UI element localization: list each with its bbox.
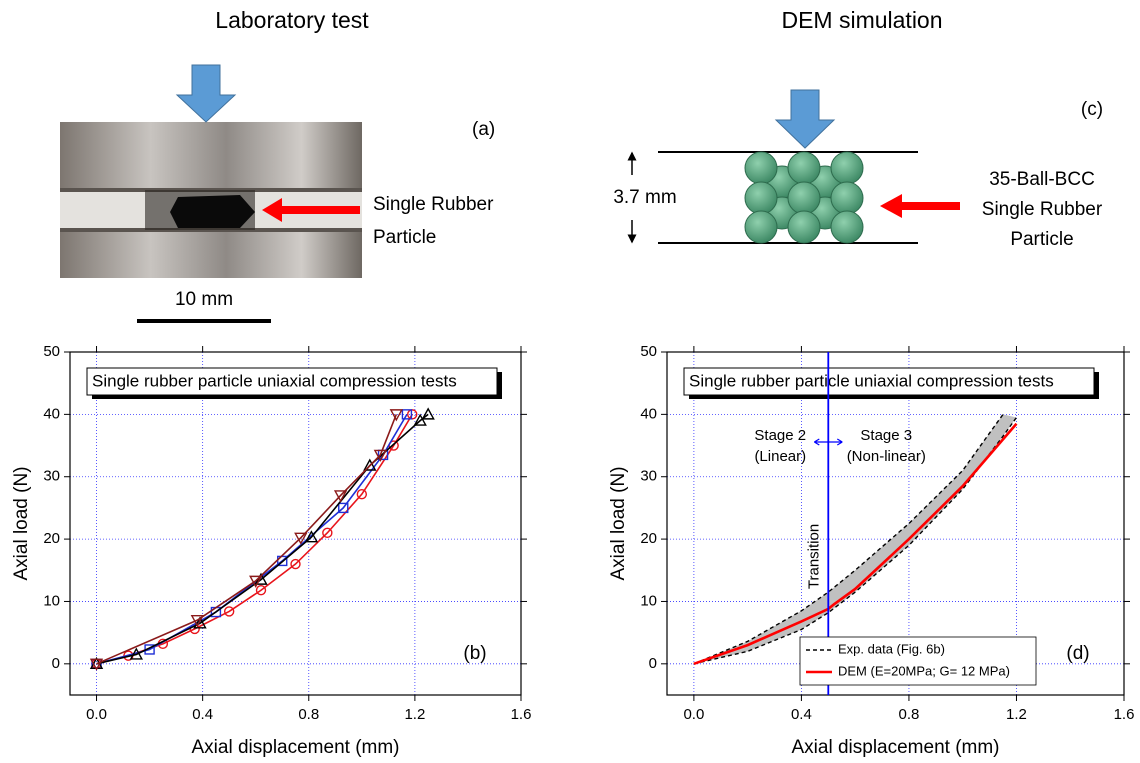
y-tick-label: 50 bbox=[43, 343, 60, 360]
load-arrow bbox=[774, 89, 836, 149]
marker bbox=[373, 449, 388, 462]
chart: 0.0 0.4 0.8 1.2 1.6 0 10 20 30 40 50 Axial displace… bbox=[11, 343, 531, 758]
x-tick-label: 1.6 bbox=[511, 706, 532, 723]
marker bbox=[129, 647, 144, 660]
x-tick-label: 1.2 bbox=[1006, 706, 1027, 723]
legend-label: DEM (E=20MPa; G= 12 MPa) bbox=[838, 663, 1010, 678]
stage-label: (Linear) bbox=[754, 448, 806, 465]
y-tick-label: 20 bbox=[640, 530, 657, 547]
chart: 0.0 0.4 0.8 1.2 1.6 0 10 20 30 40 50 Axial displace… bbox=[608, 343, 1134, 758]
series-line bbox=[693, 422, 1018, 666]
y-tick-label: 10 bbox=[640, 592, 657, 609]
marker bbox=[193, 616, 207, 629]
annotation-box bbox=[86, 367, 498, 396]
marker bbox=[401, 409, 413, 420]
y-tick-label: 0 bbox=[52, 655, 60, 672]
marker bbox=[356, 488, 368, 500]
x-tick-label: 0.8 bbox=[298, 706, 319, 723]
ball bbox=[787, 151, 821, 185]
marker bbox=[294, 532, 308, 545]
series-line bbox=[96, 413, 429, 665]
panel-label: (c) bbox=[1081, 99, 1103, 120]
stage-label: Stage 2 bbox=[754, 427, 806, 444]
marker bbox=[407, 409, 418, 420]
rubber-particle bbox=[170, 195, 255, 228]
legend-label: Exp. data (Fig. 6b) bbox=[838, 641, 945, 656]
x-tick-label: 0.4 bbox=[192, 706, 213, 723]
panel-label: (d) bbox=[1066, 643, 1089, 664]
marker bbox=[190, 614, 205, 628]
y-axis-label: Axial load (N) bbox=[608, 466, 629, 580]
ball bbox=[787, 210, 821, 244]
y-tick-label: 50 bbox=[640, 343, 657, 360]
marker bbox=[363, 458, 377, 471]
marker bbox=[413, 413, 427, 426]
annotation: Particle bbox=[373, 227, 436, 248]
plot-frame bbox=[666, 351, 1125, 696]
ball-assembly bbox=[744, 151, 864, 244]
x-tick-label: 0.8 bbox=[899, 706, 920, 723]
marker bbox=[255, 585, 267, 596]
marker bbox=[223, 606, 235, 617]
annotation-box bbox=[683, 367, 1095, 396]
stage-label: Stage 3 bbox=[860, 427, 912, 444]
annotation-text: Single rubber particle uniaxial compress… bbox=[92, 371, 457, 390]
ball bbox=[744, 151, 778, 185]
x-tick-label: 0.0 bbox=[86, 706, 107, 723]
y-tick-label: 0 bbox=[649, 655, 657, 672]
series-line bbox=[693, 413, 1004, 665]
x-axis-label: Axial displacement (mm) bbox=[192, 737, 400, 758]
x-tick-label: 0.0 bbox=[683, 706, 704, 723]
load-arrow bbox=[175, 64, 237, 123]
pointer-arrow bbox=[880, 194, 960, 218]
y-axis-label: Axial load (N) bbox=[11, 466, 32, 580]
x-tick-label: 1.6 bbox=[1114, 706, 1135, 723]
stage-arrow bbox=[813, 438, 843, 446]
series-line bbox=[96, 414, 398, 665]
panel-title: Laboratory test bbox=[215, 7, 369, 33]
y-tick-label: 30 bbox=[43, 468, 60, 485]
ball bbox=[830, 181, 864, 215]
y-tick-label: 30 bbox=[640, 468, 657, 485]
panel-label: (a) bbox=[472, 119, 495, 140]
stage-label: (Non-linear) bbox=[847, 448, 926, 465]
x-tick-label: 1.2 bbox=[404, 706, 425, 723]
marker bbox=[322, 527, 333, 539]
y-tick-label: 10 bbox=[43, 592, 60, 609]
plot-frame bbox=[69, 351, 522, 696]
y-tick-label: 20 bbox=[43, 530, 60, 547]
legend-box bbox=[799, 636, 1037, 686]
annotation: Single Rubber bbox=[982, 199, 1103, 220]
series-line bbox=[96, 413, 408, 665]
scale-label: 10 mm bbox=[175, 289, 233, 310]
annotation: Particle bbox=[1010, 229, 1073, 250]
panel-title: DEM simulation bbox=[781, 7, 942, 33]
marker bbox=[333, 490, 348, 503]
marker bbox=[304, 530, 319, 543]
dimension-label: 3.7 mm bbox=[613, 187, 676, 208]
ball bbox=[787, 181, 821, 215]
ball bbox=[744, 181, 778, 215]
annotation: Single Rubber bbox=[373, 194, 494, 215]
marker bbox=[290, 558, 301, 570]
marker bbox=[249, 575, 263, 588]
ball bbox=[830, 151, 864, 185]
ball bbox=[830, 210, 864, 244]
x-axis-label: Axial displacement (mm) bbox=[792, 737, 1000, 758]
ball bbox=[744, 210, 778, 244]
marker bbox=[338, 502, 349, 514]
pointer-arrow bbox=[262, 198, 360, 222]
annotation-text: Single rubber particle uniaxial compress… bbox=[689, 371, 1054, 390]
marker bbox=[89, 658, 104, 671]
transition-label: Transition bbox=[805, 524, 822, 589]
marker bbox=[389, 409, 403, 422]
x-tick-label: 0.4 bbox=[791, 706, 812, 723]
panel-label: (b) bbox=[463, 643, 486, 664]
y-tick-label: 40 bbox=[640, 405, 657, 422]
marker bbox=[421, 407, 435, 420]
annotation: 35-Ball-BCC bbox=[989, 169, 1095, 190]
y-tick-label: 40 bbox=[43, 405, 60, 422]
